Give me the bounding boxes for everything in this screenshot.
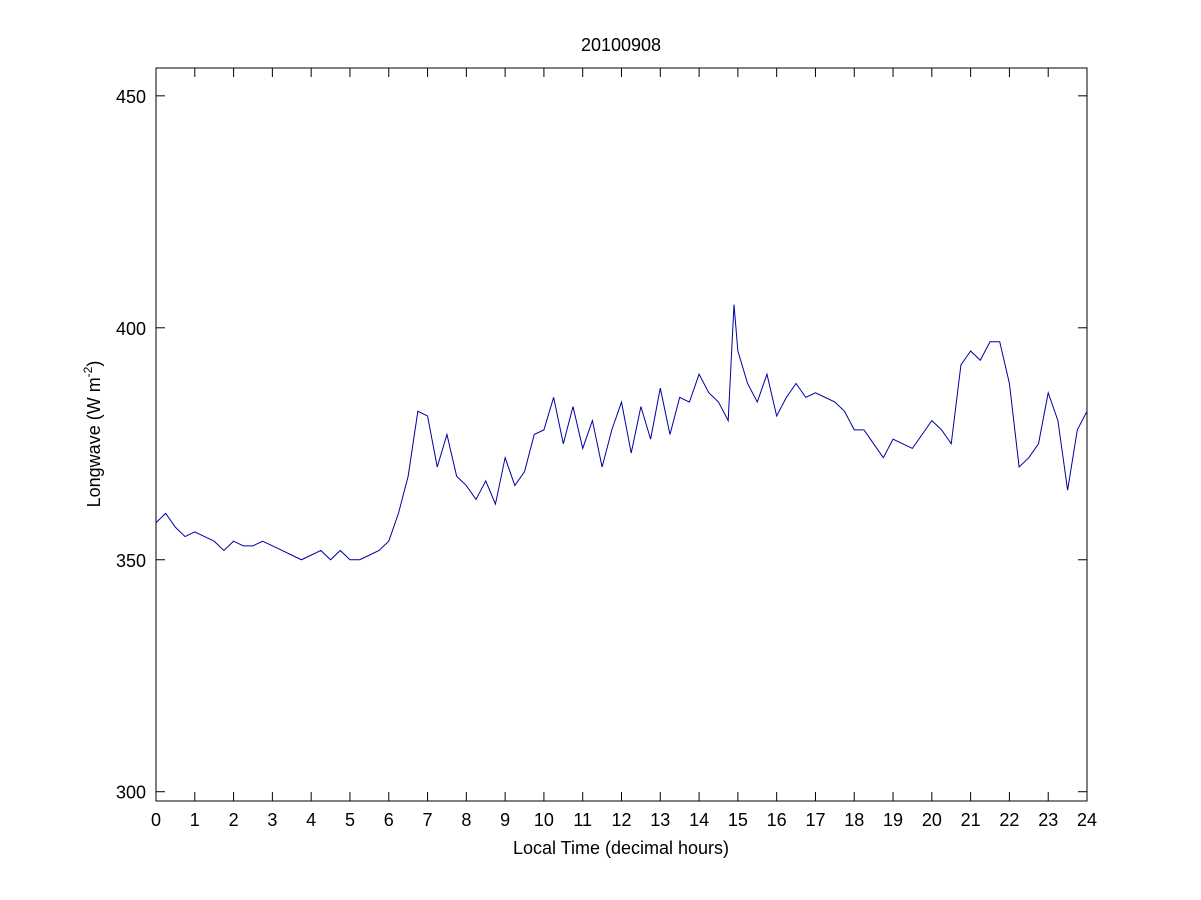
x-tick-label: 12: [611, 810, 631, 830]
chart-title: 20100908: [581, 35, 661, 55]
x-tick-label: 0: [151, 810, 161, 830]
x-tick-label: 15: [728, 810, 748, 830]
x-tick-label: 21: [961, 810, 981, 830]
x-tick-label: 16: [767, 810, 787, 830]
y-tick-label: 450: [116, 87, 146, 107]
x-tick-label: 9: [500, 810, 510, 830]
x-tick-label: 17: [805, 810, 825, 830]
y-axis-label: Longwave (W m-2): [81, 361, 104, 508]
x-tick-label: 13: [650, 810, 670, 830]
x-tick-label: 20: [922, 810, 942, 830]
x-tick-label: 2: [229, 810, 239, 830]
y-tick-label: 400: [116, 319, 146, 339]
x-tick-label: 19: [883, 810, 903, 830]
x-tick-label: 18: [844, 810, 864, 830]
x-tick-label: 6: [384, 810, 394, 830]
y-axis-label-tail: ): [84, 361, 104, 367]
x-tick-label: 23: [1038, 810, 1058, 830]
y-tick-label: 350: [116, 551, 146, 571]
x-tick-label: 14: [689, 810, 709, 830]
x-tick-label: 8: [461, 810, 471, 830]
y-tick-label: 300: [116, 783, 146, 803]
x-tick-label: 4: [306, 810, 316, 830]
x-tick-label: 22: [999, 810, 1019, 830]
x-tick-label: 3: [267, 810, 277, 830]
data-line: [155, 304, 1088, 561]
y-axis-label-main: Longwave (W m: [84, 377, 104, 507]
x-tick-label: 24: [1077, 810, 1097, 830]
x-tick-label: 11: [573, 810, 592, 830]
y-axis-label-sup: -2: [81, 366, 95, 377]
x-tick-label: 10: [534, 810, 554, 830]
x-axis-label: Local Time (decimal hours): [513, 838, 729, 858]
x-tick-label: 1: [190, 810, 200, 830]
x-tick-label: 5: [345, 810, 355, 830]
x-tick-label: 7: [423, 810, 433, 830]
